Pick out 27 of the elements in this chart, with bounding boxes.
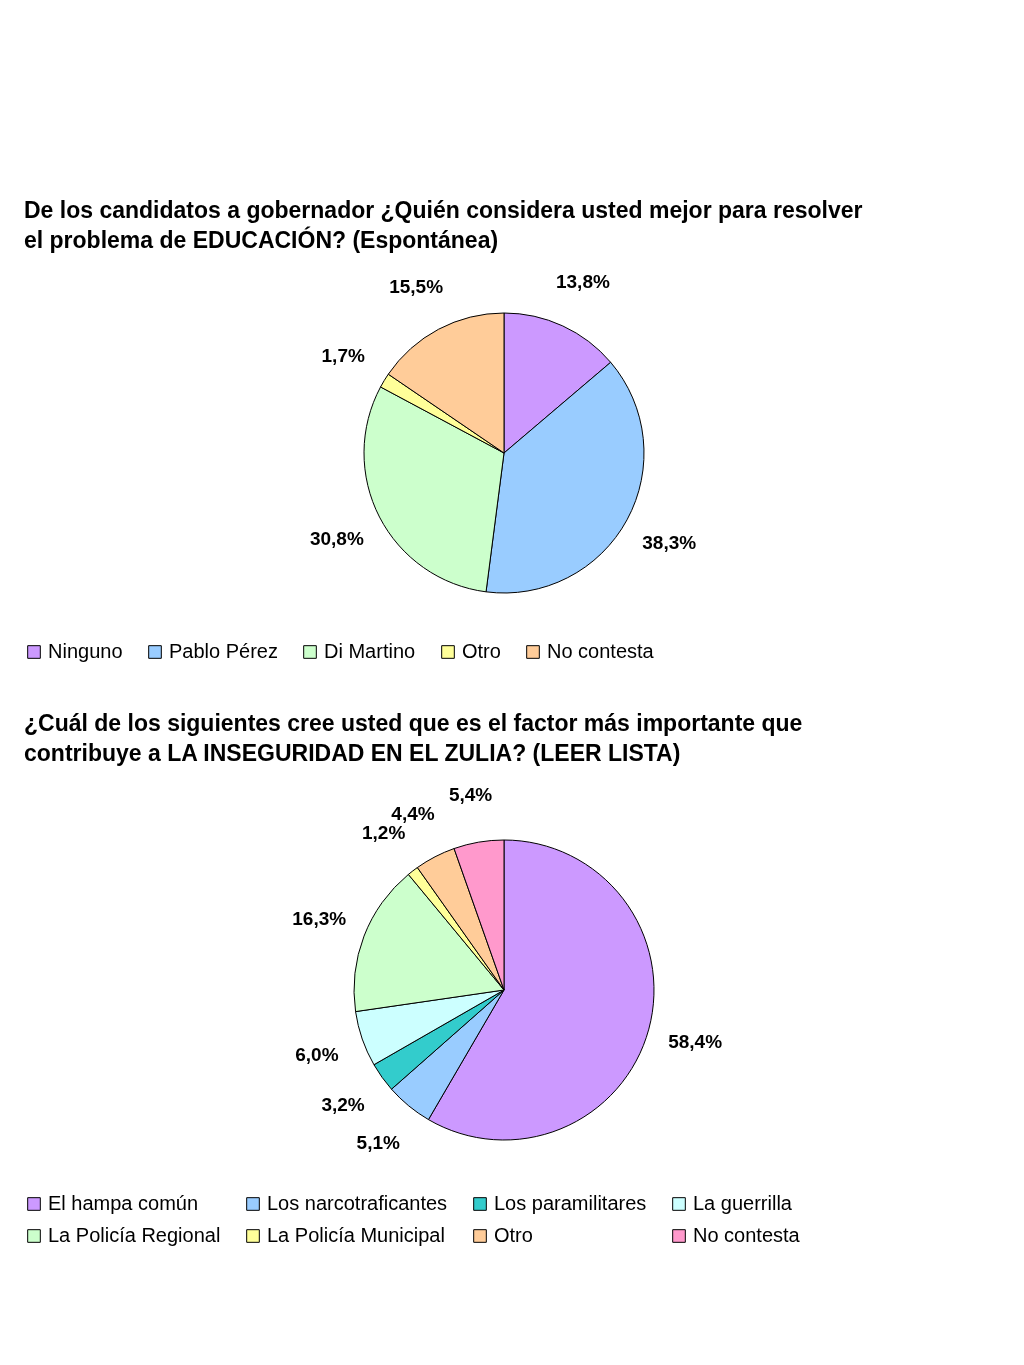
legend-label: No contesta [693,1224,801,1246]
data-label: 30,8% [309,528,364,550]
legend-label: Los narcotraficantes [267,1192,448,1214]
legend-label: Otro [494,1224,533,1246]
data-label: 15,5% [389,275,444,297]
data-label: 5,1% [356,1131,401,1153]
data-label: 4,4% [391,803,435,825]
data-label: 58,4% [668,1030,723,1052]
data-label: 3,2% [321,1094,365,1116]
legend-label: Pablo Pérez [169,640,278,662]
data-label: 38,3% [642,531,697,553]
legend-label: La Policía Municipal [267,1224,445,1246]
legend-label: El hampa común [48,1192,199,1214]
data-label: 1,7% [321,344,365,366]
legend-label: La Policía Regional [48,1224,221,1246]
legend-label: Ninguno [48,640,123,662]
data-label: 5,4% [448,783,493,805]
chart-title: De los candidatos a gobernador ¿Quién considera usted mejor para resolver el problema de EDUCACIÓN? (Espontánea) [24,197,863,254]
legend-label: Di Martino [324,640,416,662]
data-label: 13,8% [555,271,610,293]
legend-label: Los paramilitares [494,1192,647,1214]
data-label: 6,0% [295,1043,339,1065]
data-label: 16,3% [292,907,347,929]
chart-title: ¿Cuál de los siguientes cree usted que es el factor más importante que contribuye a LA INSEGURIDAD EN EL ZULIA? (LEER LISTA) [24,709,803,766]
legend-label: La guerrilla [693,1192,793,1214]
legend-label: No contesta [547,640,655,662]
legend-label: Otro [462,640,501,662]
